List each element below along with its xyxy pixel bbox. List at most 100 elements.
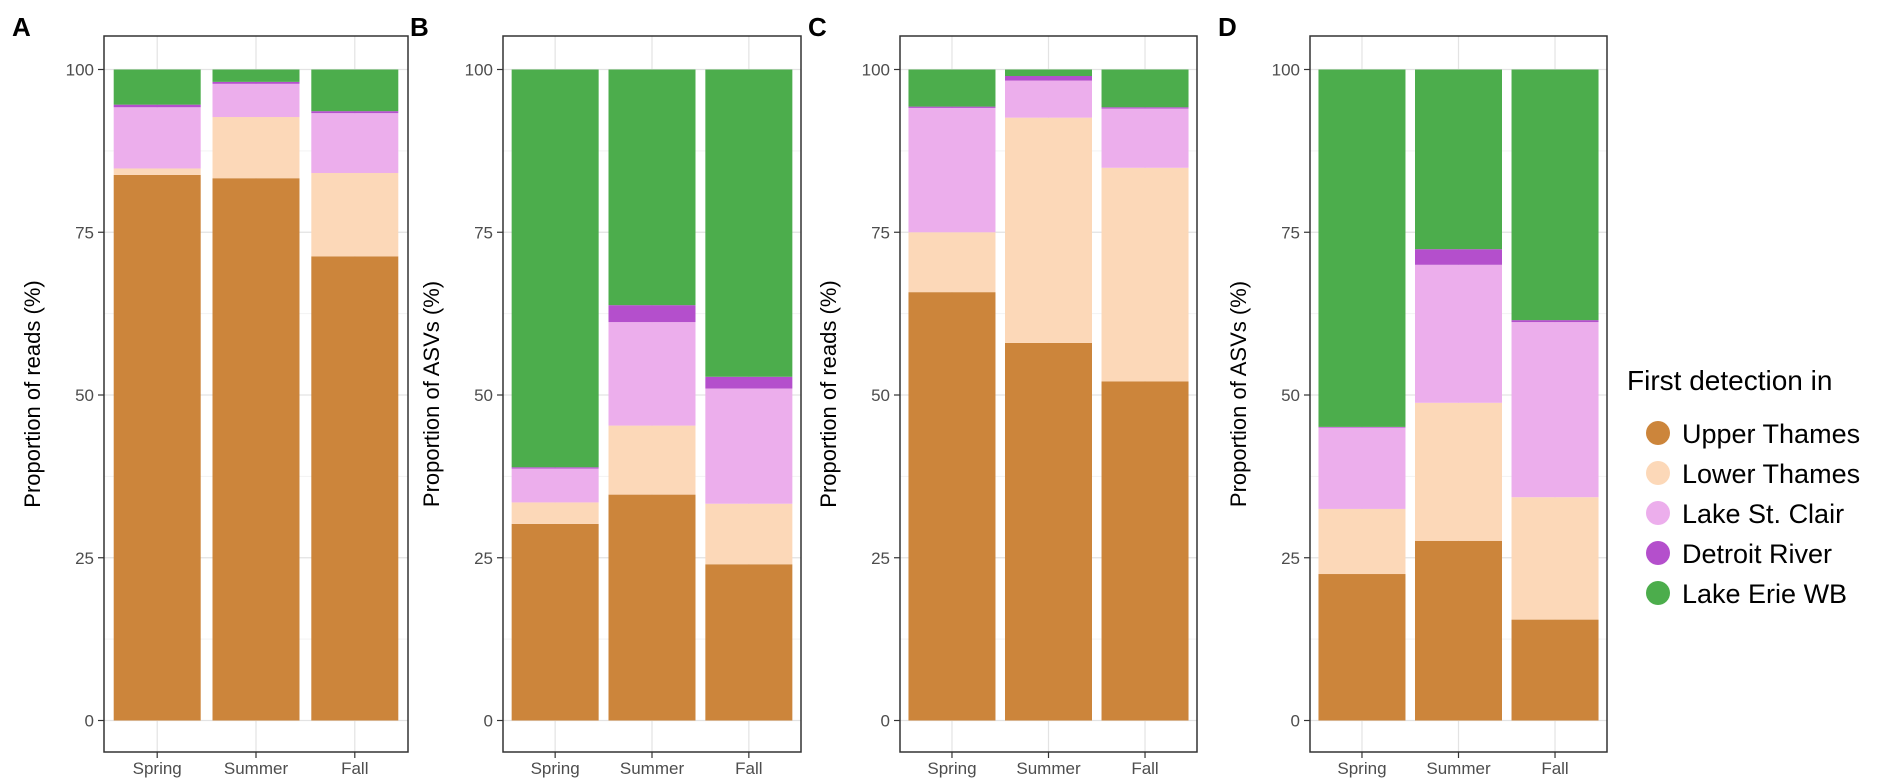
panel-d-xtick-label-spring: Spring	[1337, 759, 1386, 778]
panel-c-bar-spring-lower-thames	[908, 232, 996, 293]
legend-swatch-upper-thames	[1646, 421, 1670, 445]
legend-label-lake-erie-wb: Lake Erie WB	[1682, 579, 1847, 609]
panel-c-bar-summer-upper-thames	[1005, 342, 1092, 721]
panel-a-y-axis-title: Proportion of reads (%)	[20, 280, 45, 507]
panel-b-bar-spring-upper-thames	[511, 523, 599, 721]
panel-c-bar-fall-lake-erie-wb	[1101, 69, 1189, 108]
panel-b-bar-fall-upper-thames	[705, 564, 793, 721]
panel-b-ytick-label-25: 25	[474, 549, 493, 568]
panel-b-xtick-label-fall: Fall	[735, 759, 762, 778]
legend-title: First detection in	[1627, 365, 1832, 396]
panel-c-ytick-label-25: 25	[871, 549, 890, 568]
panel-c-bar-spring-lake-erie-wb	[908, 69, 996, 107]
panel-c-letter: C	[808, 12, 827, 42]
legend-swatch-lake-erie-wb	[1646, 581, 1670, 605]
panel-a-bar-summer-upper-thames	[212, 178, 300, 721]
panel-a-bar-spring-detroit-river	[113, 104, 201, 108]
panel-c-ytick-label-75: 75	[871, 223, 890, 242]
panel-d-bar-summer-lake-st-clair	[1415, 264, 1502, 403]
panel-b-border	[502, 35, 802, 753]
panel-c-ytick-label-50: 50	[871, 386, 890, 405]
panel-b-bar-spring-lower-thames	[511, 502, 599, 524]
panel-d-ytick-label-100: 100	[1272, 61, 1300, 80]
panel-d-ytick-label-25: 25	[1281, 549, 1300, 568]
panel-b-ytick-label-0: 0	[484, 712, 493, 731]
panel-b-bar-summer-lower-thames	[608, 425, 696, 495]
legend-swatch-lake-st-clair	[1646, 501, 1670, 525]
panel-d-bar-fall-upper-thames	[1511, 619, 1599, 721]
panel-b-bar-fall-lower-thames	[705, 503, 793, 565]
panel-b-ytick-label-100: 100	[465, 61, 493, 80]
panel-a-bar-fall-lake-st-clair	[311, 113, 399, 174]
panel-a-xtick-label-spring: Spring	[133, 759, 182, 778]
panel-b-bar-summer-detroit-river	[608, 305, 696, 323]
panel-b-bar-summer-lake-erie-wb	[608, 69, 696, 306]
panel-a-bar-spring-upper-thames	[113, 174, 201, 721]
panel-a-ytick-label-50: 50	[75, 386, 94, 405]
panel-b-ytick-label-75: 75	[474, 223, 493, 242]
legend-label-detroit-river: Detroit River	[1682, 539, 1832, 569]
panel-a-bar-spring-lower-thames	[113, 168, 201, 175]
panel-a-xtick-label-summer: Summer	[224, 759, 289, 778]
panel-d-xtick-label-summer: Summer	[1426, 759, 1491, 778]
panel-c-bar-fall-lake-st-clair	[1101, 108, 1189, 168]
panel-d-ytick-label-0: 0	[1291, 712, 1300, 731]
panel-b-bar-spring-detroit-river	[511, 467, 599, 469]
panel-d-bar-fall-lower-thames	[1511, 497, 1599, 620]
legend-label-lower-thames: Lower Thames	[1682, 459, 1860, 489]
panel-a-ytick-label-0: 0	[85, 712, 94, 731]
panel-c-bar-spring-upper-thames	[908, 292, 996, 721]
panel-d-bar-summer-lake-erie-wb	[1415, 69, 1502, 250]
panel-c-bar-spring-detroit-river	[908, 106, 996, 108]
panel-c-ytick-label-100: 100	[862, 61, 890, 80]
panel-a-bar-fall-lower-thames	[311, 173, 399, 257]
panel-c-bar-summer-lower-thames	[1005, 117, 1092, 343]
panel-d-ytick-label-50: 50	[1281, 386, 1300, 405]
panel-d-bar-fall-lake-erie-wb	[1511, 69, 1599, 321]
panel-c-bar-summer-lake-st-clair	[1005, 80, 1092, 118]
panel-a-bar-fall-upper-thames	[311, 256, 399, 721]
panel-a-ytick-label-100: 100	[66, 61, 94, 80]
legend-swatch-detroit-river	[1646, 541, 1670, 565]
panel-c-xtick-label-summer: Summer	[1016, 759, 1081, 778]
panel-a-bar-fall-lake-erie-wb	[311, 69, 399, 112]
panel-b-xtick-label-spring: Spring	[531, 759, 580, 778]
panel-b-ytick-label-50: 50	[474, 386, 493, 405]
panel-d-bar-spring-upper-thames	[1318, 574, 1406, 721]
panel-c-xtick-label-fall: Fall	[1131, 759, 1158, 778]
panel-d-bar-spring-lower-thames	[1318, 508, 1406, 575]
legend-label-lake-st-clair: Lake St. Clair	[1682, 499, 1844, 529]
panel-d-bar-spring-lake-erie-wb	[1318, 69, 1406, 427]
panel-a-xtick-label-fall: Fall	[341, 759, 368, 778]
panel-c-bar-fall-lower-thames	[1101, 167, 1189, 382]
panel-c-bar-spring-lake-st-clair	[908, 107, 996, 233]
panel-a-bar-summer-detroit-river	[212, 81, 300, 84]
panel-d-bar-fall-lake-st-clair	[1511, 322, 1599, 498]
panel-c-bar-fall-upper-thames	[1101, 381, 1189, 721]
panel-b-bar-summer-upper-thames	[608, 494, 696, 721]
panel-a-ytick-label-75: 75	[75, 223, 94, 242]
panel-c-bar-fall-detroit-river	[1101, 107, 1189, 109]
panel-b-bar-spring-lake-erie-wb	[511, 69, 599, 468]
panel-c-ytick-label-0: 0	[881, 712, 890, 731]
panel-a-bar-summer-lake-erie-wb	[212, 69, 300, 82]
panel-a-bar-fall-detroit-river	[311, 111, 399, 114]
panel-b-bar-summer-lake-st-clair	[608, 322, 696, 426]
panel-b-bar-spring-lake-st-clair	[511, 468, 599, 503]
panel-b-letter: B	[410, 12, 429, 42]
panel-a-bar-summer-lake-st-clair	[212, 83, 300, 118]
panel-a-bar-summer-lower-thames	[212, 117, 300, 179]
panel-c-bar-summer-lake-erie-wb	[1005, 69, 1092, 77]
panel-a-bar-spring-lake-st-clair	[113, 107, 201, 169]
panel-a-border	[103, 35, 409, 753]
legend-label-upper-thames: Upper Thames	[1682, 419, 1860, 449]
legend-swatch-lower-thames	[1646, 461, 1670, 485]
panel-c-y-axis-title: Proportion of reads (%)	[816, 280, 841, 507]
panel-a-letter: A	[12, 12, 31, 42]
panel-b-bar-fall-lake-erie-wb	[705, 69, 793, 377]
panel-c-border	[899, 35, 1198, 753]
panel-b-xtick-label-summer: Summer	[620, 759, 685, 778]
panel-d-bar-spring-detroit-river	[1318, 426, 1406, 428]
panel-b-bar-fall-lake-st-clair	[705, 388, 793, 504]
